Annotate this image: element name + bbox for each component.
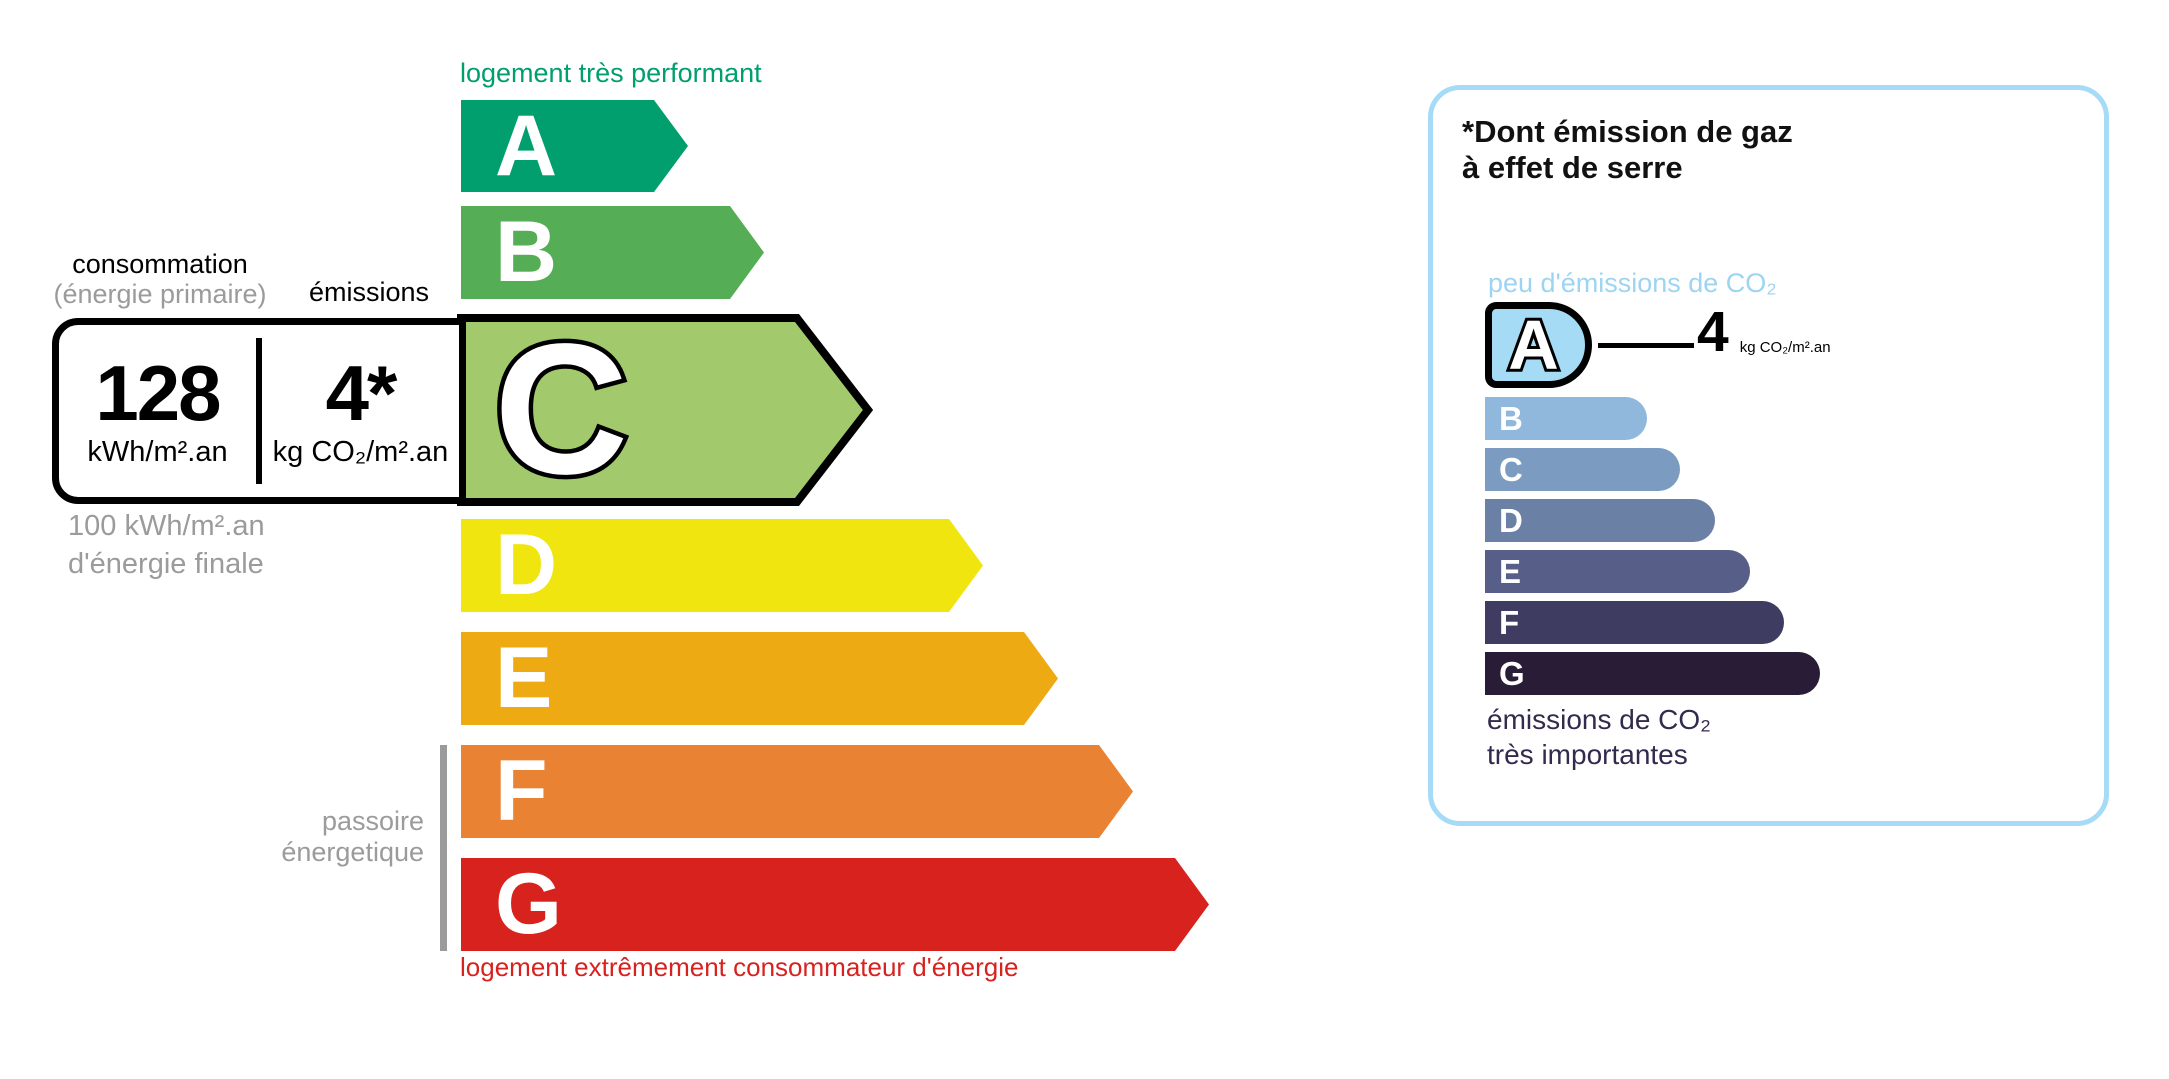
- consumption-unit: kWh/m².an: [87, 435, 228, 468]
- co2-bar-e: E: [1485, 550, 1750, 593]
- high-consumption-label: logement extrêmement consommateur d'éner…: [460, 952, 1019, 982]
- consumption-value: 128: [95, 348, 221, 437]
- energy-class-arrow-e: E: [461, 632, 1058, 725]
- co2-bar-g: G: [1485, 652, 1820, 695]
- co2-title-line2: à effet de serre: [1462, 149, 1683, 185]
- emissions-unit: kg CO₂/m².an: [272, 435, 449, 468]
- co2-bar-letter: C: [1499, 450, 1523, 488]
- energy-class-letter: E: [495, 630, 553, 726]
- passoire-label: passoire énergetique: [210, 806, 424, 868]
- passoire-label-line1: passoire: [321, 806, 424, 836]
- co2-bar-letter: D: [1499, 501, 1523, 539]
- energy-class-letter: G: [495, 856, 562, 952]
- co2-value-row: 4 kg CO₂/m².an: [1697, 304, 1831, 361]
- consumption-header: consommation (énergie primaire): [40, 249, 280, 309]
- score-box: 128 kWh/m².an 4* kg CO₂/m².an: [52, 318, 466, 504]
- energy-class-arrow-g: G: [461, 858, 1209, 951]
- co2-bar-letter: F: [1499, 603, 1520, 641]
- final-energy-note: 100 kWh/m².an d'énergie finale: [68, 508, 265, 583]
- energy-class-letter: F: [495, 743, 548, 839]
- co2-title-line1: *Dont émission de gaz: [1462, 114, 1793, 149]
- primary-energy-sublabel: (énergie primaire): [53, 278, 267, 309]
- co2-high-label-line2: très importantes: [1487, 739, 1688, 770]
- co2-class-badge-a: A: [1485, 302, 1592, 388]
- co2-bar-c: C: [1485, 448, 1680, 491]
- co2-bar-letter: G: [1499, 654, 1525, 692]
- score-box-divider: [256, 338, 262, 484]
- energy-class-arrow-b: B: [461, 206, 764, 299]
- co2-value-unit: kg CO₂/m².an: [1739, 339, 1831, 356]
- co2-bar-letter: E: [1499, 552, 1522, 590]
- co2-class-letter-a: A: [1505, 306, 1562, 384]
- emissions-header: émissions: [308, 277, 430, 307]
- energy-class-letter: D: [495, 517, 558, 613]
- energy-class-arrow-f: F: [461, 745, 1133, 838]
- energy-class-arrow-a: A: [461, 100, 688, 192]
- co2-low-emissions-label: peu d'émissions de CO₂: [1488, 268, 1777, 298]
- co2-value-connector-line: [1598, 343, 1694, 348]
- consumption-cell: 128 kWh/m².an: [59, 325, 256, 497]
- final-energy-note-line2: d'énergie finale: [68, 547, 264, 580]
- emissions-cell: 4* kg CO₂/m².an: [262, 325, 459, 497]
- passoire-label-line2: énergetique: [281, 837, 424, 868]
- co2-bar-letter: B: [1499, 399, 1523, 437]
- co2-panel-title: *Dont émission de gaz à effet de serre: [1462, 114, 1793, 185]
- emissions-value: 4*: [325, 348, 398, 437]
- top-performance-label: logement très performant: [460, 58, 762, 88]
- co2-high-label-line1: émissions de CO₂: [1487, 704, 1712, 735]
- consumption-label: consommation: [72, 249, 248, 279]
- selected-class-letter: C: [489, 306, 632, 513]
- co2-panel: *Dont émission de gaz à effet de serre p…: [1428, 85, 2109, 826]
- co2-bar-f: F: [1485, 601, 1784, 644]
- final-energy-note-line1: 100 kWh/m².an: [68, 510, 265, 542]
- energy-class-arrow-d: D: [461, 519, 983, 612]
- energy-class-letter: B: [495, 204, 558, 300]
- co2-value: 4: [1697, 300, 1729, 364]
- passoire-bracket-bar: [440, 745, 447, 951]
- energy-class-letter: A: [495, 97, 558, 194]
- co2-bar-d: D: [1485, 499, 1715, 542]
- co2-high-emissions-label: émissions de CO₂ très importantes: [1487, 702, 1711, 772]
- co2-bar-b: B: [1485, 397, 1647, 440]
